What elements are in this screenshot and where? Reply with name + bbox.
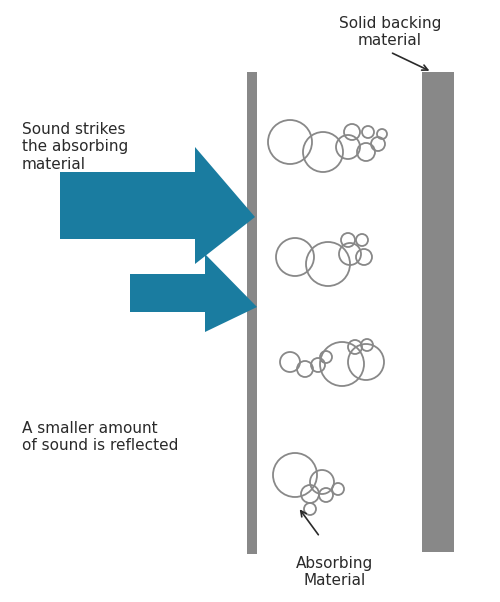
Text: A smaller amount
of sound is reflected: A smaller amount of sound is reflected [22,421,178,453]
Text: Sound strikes
the absorbing
material: Sound strikes the absorbing material [22,122,128,172]
Text: Solid backing
material: Solid backing material [339,16,441,48]
Bar [422,72,454,552]
Text: Absorbing
Material: Absorbing Material [296,556,374,588]
Polygon shape [130,254,257,332]
Bar [247,72,257,554]
Polygon shape [60,147,255,264]
